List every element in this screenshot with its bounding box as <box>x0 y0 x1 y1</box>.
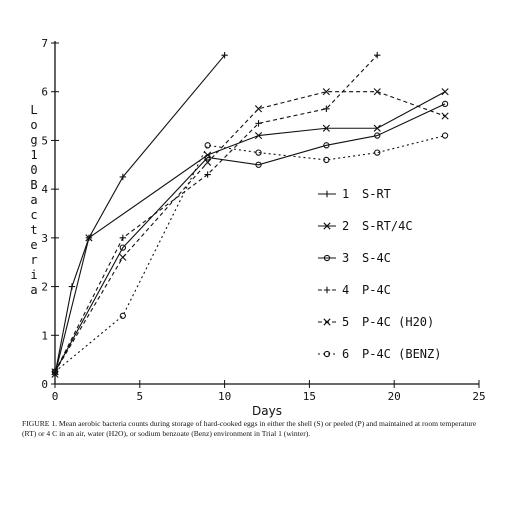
legend-label: S-RT <box>362 187 391 201</box>
x-tick-label: 10 <box>218 390 231 403</box>
y-tick-label: 6 <box>41 86 48 99</box>
legend-number: 3 <box>342 251 349 265</box>
data-point <box>373 124 381 132</box>
legend-number: 1 <box>342 187 349 201</box>
data-point <box>441 132 449 139</box>
data-point <box>323 350 331 358</box>
data-point <box>119 253 127 261</box>
data-point <box>255 149 262 156</box>
data-point <box>374 132 381 139</box>
x-tick-label: 20 <box>388 390 401 403</box>
x-tick-label: 0 <box>52 390 59 403</box>
y-tick-label: 5 <box>41 134 48 147</box>
legend-label: P-4C <box>362 283 391 297</box>
x-tick-label: 15 <box>303 390 316 403</box>
y-tick-label: 4 <box>41 183 48 196</box>
y-tick-label: 1 <box>41 329 48 342</box>
data-point <box>441 100 449 108</box>
y-tick-label: 0 <box>41 378 48 391</box>
data-point <box>204 158 212 166</box>
data-point <box>322 88 330 96</box>
data-point <box>254 105 263 113</box>
data-point <box>441 88 449 96</box>
data-point <box>441 112 449 120</box>
legend-label: S-RT/4C <box>362 219 413 233</box>
x-tick-label: 5 <box>136 390 143 403</box>
figure-caption: FIGURE 1. Mean aerobic bacteria counts d… <box>22 419 477 438</box>
data-point <box>323 142 330 149</box>
legend-number: 5 <box>342 315 349 329</box>
y-tick-label: 7 <box>41 37 48 50</box>
data-point <box>323 105 330 112</box>
legend-label: P-4C (BENZ) <box>362 347 441 361</box>
data-point <box>323 318 331 326</box>
series-line <box>54 54 226 375</box>
legend-number: 6 <box>342 347 349 361</box>
data-point <box>323 190 331 198</box>
data-point <box>119 312 126 319</box>
series-line <box>54 54 378 373</box>
data-point <box>323 156 330 164</box>
data-point <box>254 131 263 140</box>
line-chart: 0 1 2 3 4 5 6 7 0 5 10 15 20 25 Days 1 S-RT 2 S-RT/4C 3 S-4C… <box>41 37 485 418</box>
data-point <box>255 161 262 168</box>
data-point <box>323 222 331 230</box>
data-point <box>322 124 330 132</box>
data-point <box>51 368 59 375</box>
data-point <box>323 254 331 262</box>
data-point <box>373 88 381 96</box>
data-point <box>374 149 381 156</box>
data-point <box>119 234 127 242</box>
y-tick-label: 3 <box>41 232 48 245</box>
data-point <box>374 51 381 59</box>
y-tick-label: 2 <box>41 281 48 294</box>
data-point <box>204 154 211 161</box>
data-point <box>85 234 93 242</box>
legend-label: S-4C <box>362 251 391 265</box>
data-point <box>119 244 126 251</box>
legend-number: 2 <box>342 219 349 233</box>
legend-label: P-4C (H20) <box>362 315 434 329</box>
data-point <box>68 283 76 290</box>
data-point <box>119 173 127 181</box>
x-axis-label: Days <box>252 404 282 418</box>
data-point <box>221 51 228 59</box>
data-point <box>204 142 211 149</box>
x-tick-label: 25 <box>472 390 485 403</box>
data-point <box>255 120 262 127</box>
series-line <box>54 103 446 373</box>
legend-number: 4 <box>342 283 349 297</box>
data-point <box>323 286 331 294</box>
data-point <box>204 171 211 178</box>
